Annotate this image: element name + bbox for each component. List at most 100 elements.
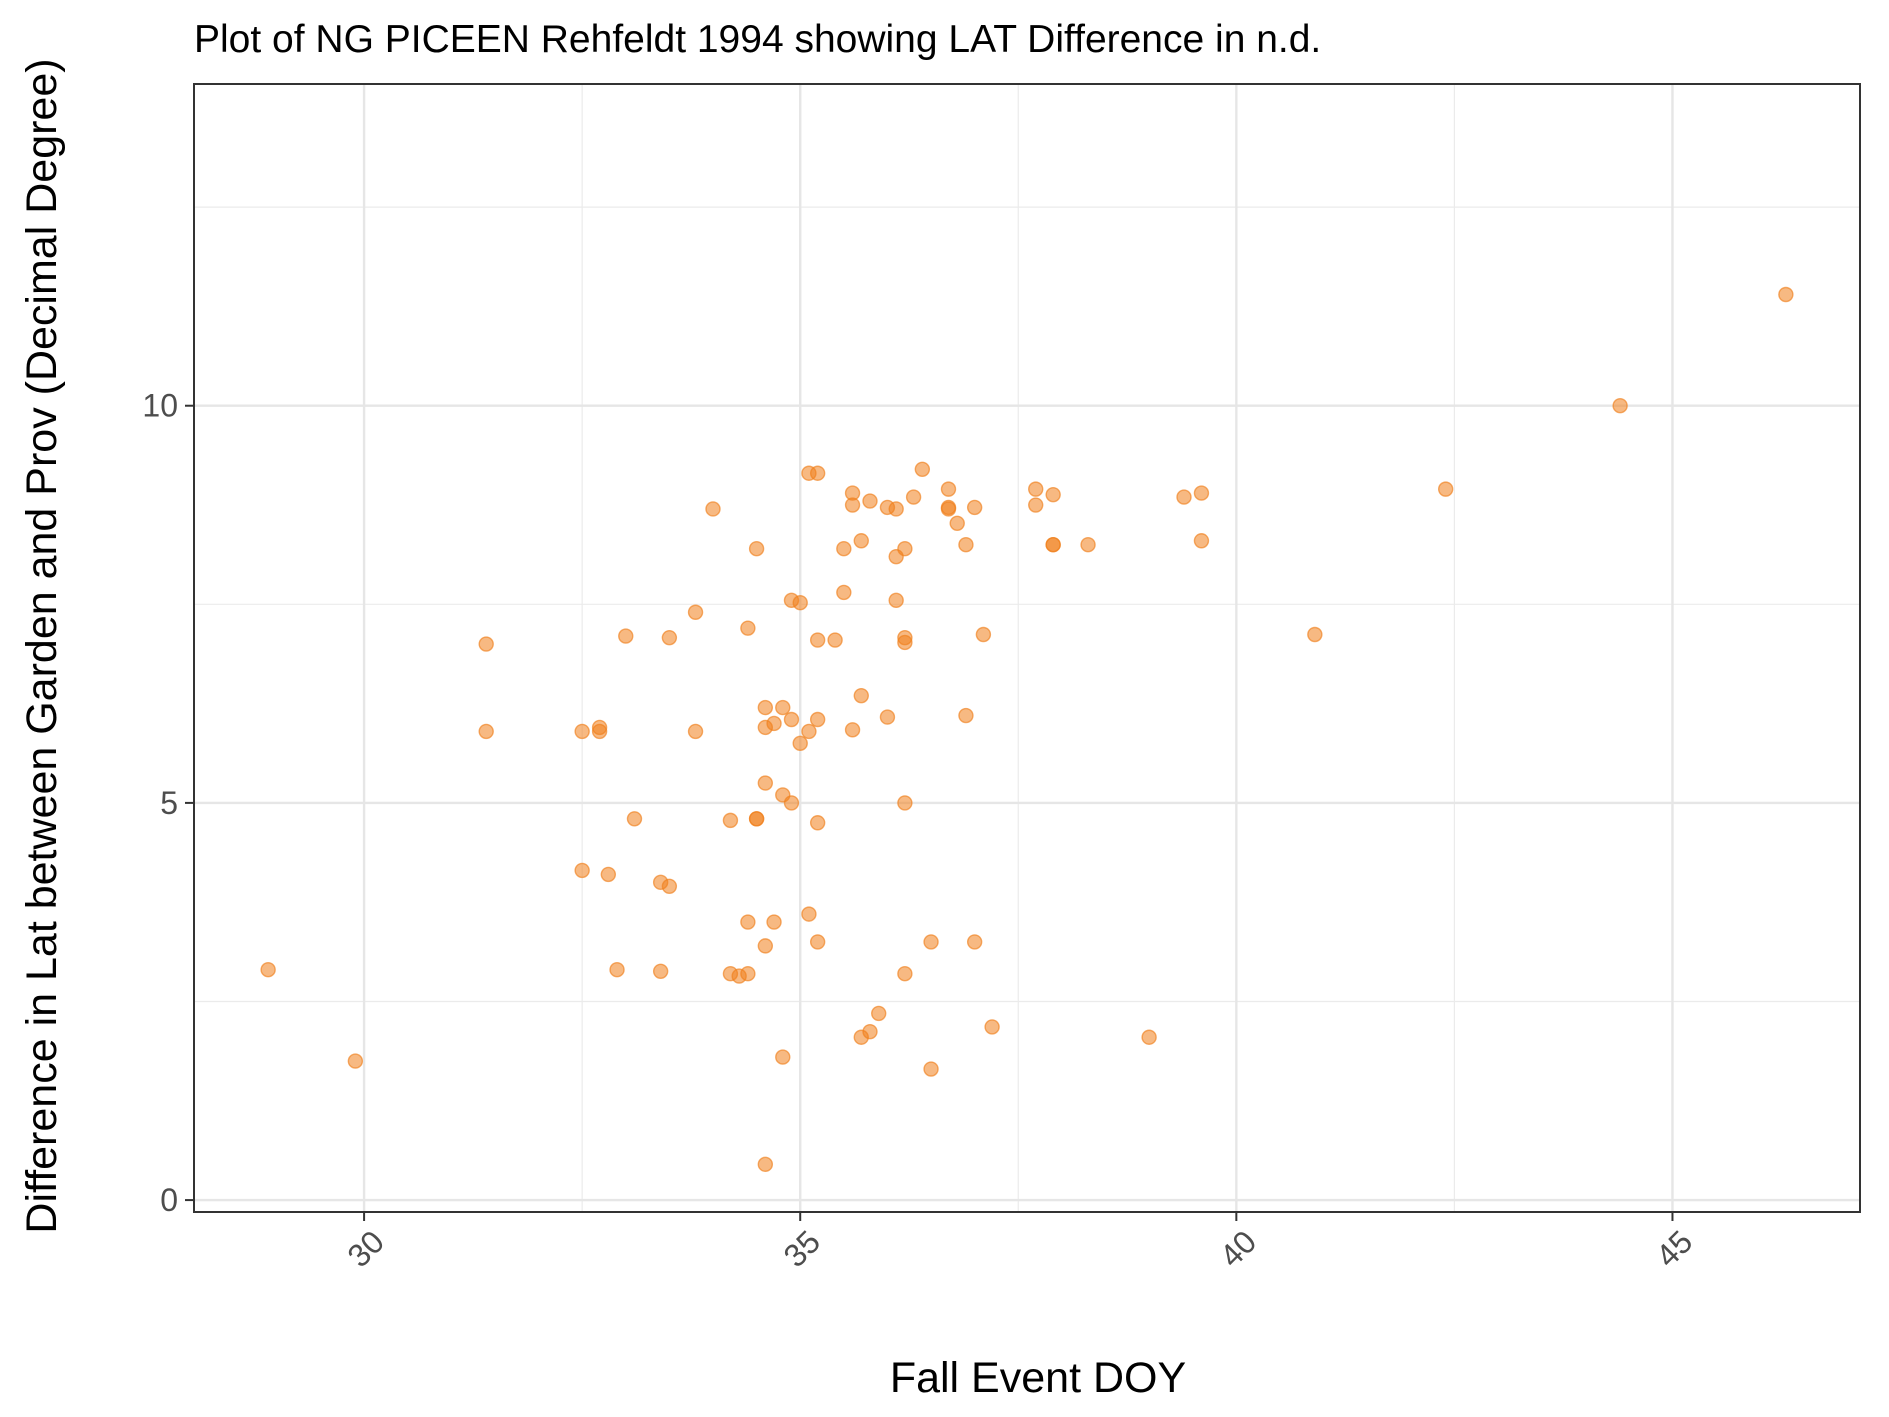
data-point (740, 914, 756, 930)
data-point (1612, 398, 1628, 414)
data-point (827, 632, 843, 648)
data-point (853, 533, 869, 549)
data-point (888, 592, 904, 609)
data-point (792, 735, 808, 752)
data-point (687, 604, 704, 620)
data-point (1307, 626, 1323, 643)
data-point (1045, 537, 1061, 553)
data-point (478, 636, 494, 652)
data-point (757, 1156, 774, 1173)
data-point (923, 934, 939, 950)
data-point (1176, 489, 1192, 505)
data-point (836, 541, 852, 557)
data-point (975, 626, 992, 643)
data-point (914, 461, 931, 477)
data-point (1778, 286, 1794, 303)
y-tick-label: 10 (142, 388, 178, 424)
data-point (801, 723, 817, 740)
chart-title: Plot of NG PICEEN Rehfeldt 1994 showing … (194, 18, 1321, 61)
data-point (897, 795, 913, 811)
x-tick-label: 40 (1213, 1223, 1264, 1274)
data-point (1141, 1029, 1157, 1045)
data-point (260, 962, 276, 978)
minor-gridlines (194, 84, 1860, 1212)
data-point (775, 1049, 791, 1065)
x-axis-title: Fall Event DOY (890, 1354, 1186, 1402)
data-point (574, 862, 590, 879)
data-point (661, 878, 678, 895)
plot-border (193, 83, 1861, 1213)
data-point (1028, 481, 1044, 497)
y-tick-label: 5 (160, 785, 178, 821)
data-point (1028, 497, 1044, 513)
data-point (792, 595, 808, 611)
data-point (740, 965, 756, 982)
data-point (748, 811, 765, 827)
data-point (923, 1061, 939, 1077)
data-point (940, 481, 957, 497)
data-point (862, 1023, 878, 1040)
data-point (783, 711, 800, 728)
data-point (853, 687, 869, 704)
data-point (687, 723, 704, 740)
data-point (1045, 486, 1061, 503)
data-point (652, 963, 669, 980)
data-point (809, 711, 826, 728)
data-point (661, 629, 678, 646)
x-tick-label: 30 (340, 1223, 391, 1274)
data-point (722, 812, 739, 829)
data-point (809, 632, 826, 648)
data-point (705, 501, 721, 517)
data-point (757, 775, 774, 791)
data-point (626, 811, 643, 827)
y-axis-title: Difference in Lat between Garden and Pro… (18, 58, 66, 1233)
data-point (600, 866, 617, 883)
data-point (478, 723, 494, 740)
data-point (879, 709, 896, 725)
data-point (775, 699, 791, 716)
plot-panel (193, 83, 1861, 1213)
data-point (966, 499, 983, 516)
x-tick-label: 45 (1649, 1223, 1700, 1274)
data-point (844, 497, 861, 513)
y-tick-label: 0 (160, 1182, 178, 1218)
data-point (809, 465, 826, 481)
data-point (1193, 485, 1210, 501)
data-point (862, 493, 878, 509)
data-point (958, 707, 974, 724)
data-point (949, 515, 965, 531)
x-tick-label: 35 (777, 1223, 828, 1274)
data-points (260, 286, 1794, 1173)
data-point (966, 934, 983, 950)
data-point (574, 723, 590, 740)
data-point (897, 965, 913, 982)
data-point (871, 1005, 887, 1022)
data-point (618, 628, 634, 644)
data-point (783, 795, 800, 811)
data-point (748, 541, 765, 557)
data-point (958, 537, 974, 553)
data-point (740, 620, 756, 636)
y-axis: 0 5 10 (142, 388, 194, 1218)
data-point (897, 541, 913, 557)
plot-background (194, 84, 1860, 1212)
data-point (844, 722, 861, 738)
data-point (897, 634, 913, 651)
data-point (905, 489, 922, 505)
x-axis: 30 35 40 45 (340, 1212, 1699, 1274)
data-point (809, 934, 826, 950)
data-point (836, 584, 852, 601)
data-point (1437, 481, 1454, 497)
data-point (940, 501, 957, 517)
data-point (609, 962, 625, 978)
data-point (766, 715, 782, 732)
data-point (347, 1053, 364, 1069)
data-point (757, 938, 774, 954)
data-point (801, 906, 817, 922)
data-point (984, 1019, 1000, 1035)
data-point (1080, 537, 1096, 553)
data-point (757, 699, 774, 716)
major-gridlines (194, 84, 1860, 1212)
data-point (591, 719, 608, 736)
